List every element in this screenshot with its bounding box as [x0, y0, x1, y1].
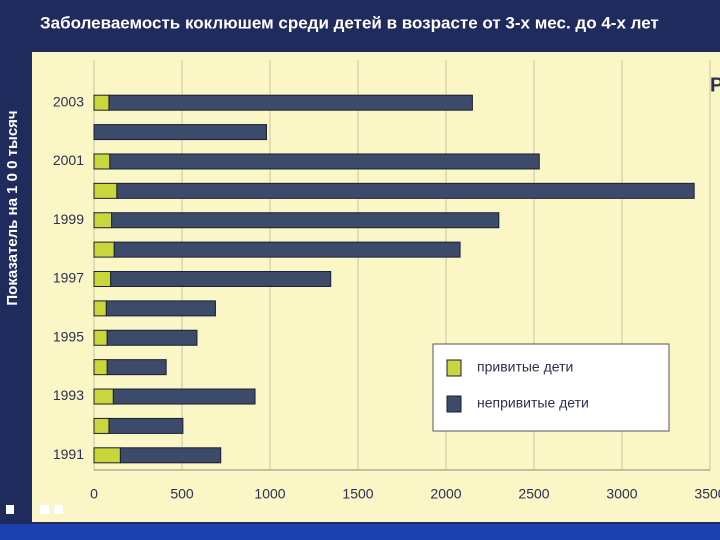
bar-segment	[93, 153, 111, 170]
bar-segment	[93, 417, 110, 434]
x-tick-label: 0	[90, 486, 98, 502]
y-tick-label: 1993	[53, 387, 84, 403]
legend-swatch	[446, 395, 462, 413]
bar-segment	[93, 94, 110, 111]
y-tick-label: 1997	[53, 270, 84, 286]
bar-segment	[106, 329, 198, 346]
y-tick-label: 1995	[53, 328, 84, 344]
legend-label: непривитые дети	[477, 395, 589, 411]
plot: 0 500 1000 1500 2000 2500 3000 3500 2003 2001 1999…	[53, 60, 720, 502]
bar-segment	[93, 182, 118, 199]
decor-square	[54, 505, 63, 514]
x-tick-label: 3500	[694, 486, 720, 502]
y-axis-label: Показатель на 1 0 0 тысяч	[4, 110, 21, 305]
x-tick-label: 500	[170, 486, 194, 502]
y-tick-label: 1991	[53, 446, 84, 462]
bar-segment	[93, 212, 113, 229]
bar-segment	[113, 241, 461, 258]
chart-title: Заболеваемость коклюшем среди детей в во…	[40, 13, 659, 32]
bar-segment	[93, 359, 108, 376]
bar-segment	[112, 388, 256, 405]
legend-swatch	[446, 359, 462, 377]
y-tick-label: 2001	[53, 152, 84, 168]
legend-label: привитые дети	[477, 359, 573, 375]
bottom-strip	[0, 524, 720, 540]
bar-segment	[93, 388, 114, 405]
figure-label: Рис. 2	[710, 74, 720, 96]
bar-segment	[110, 271, 332, 287]
bar-segment	[111, 212, 500, 229]
decor-square	[6, 505, 14, 514]
bar-segment	[93, 241, 115, 258]
decor-square	[40, 505, 49, 514]
y-tick-label: 1999	[53, 211, 84, 227]
x-tick-label: 1000	[254, 486, 285, 502]
x-tick-label: 2500	[518, 486, 549, 502]
bar-segment	[119, 447, 222, 464]
bar-segment	[108, 417, 184, 434]
bar-segment	[93, 329, 108, 346]
bar-segment	[109, 153, 540, 170]
bar-segment	[93, 124, 267, 141]
bar-segment	[105, 300, 216, 317]
x-tick-label: 2000	[430, 486, 461, 502]
legend-box	[432, 343, 670, 432]
y-tick-label: 2003	[53, 93, 84, 109]
bar-segment	[106, 359, 167, 376]
bar-segment	[93, 300, 107, 317]
x-tick-label: 3000	[606, 486, 637, 502]
x-tick-label: 1500	[342, 486, 373, 502]
bar-segment	[93, 447, 121, 464]
bar-segment	[108, 94, 473, 111]
bar-segment	[116, 182, 695, 199]
bar-segment	[93, 271, 112, 287]
